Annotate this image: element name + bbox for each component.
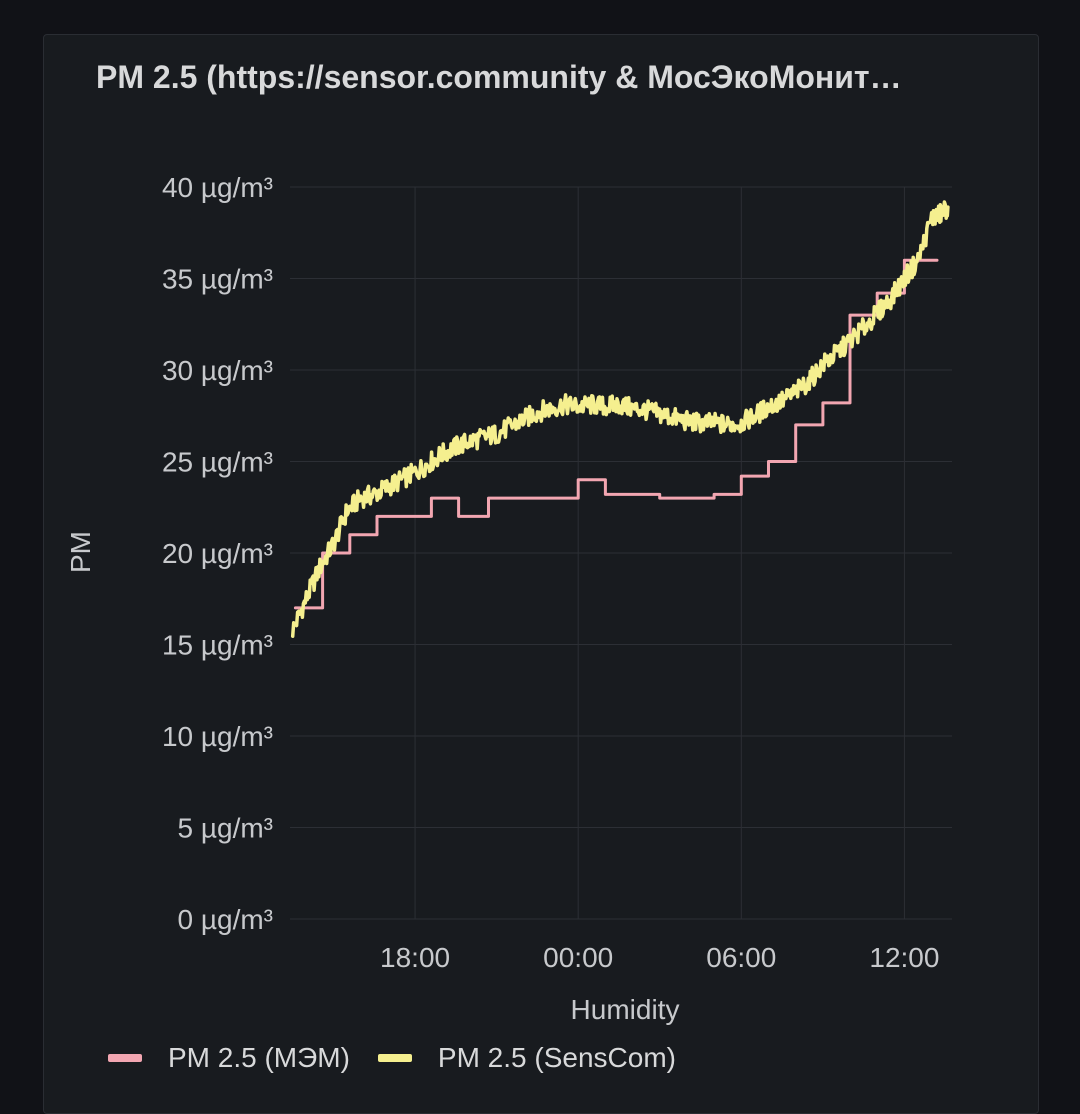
series-group [290, 200, 950, 638]
series-line-mem[interactable] [293, 258, 939, 610]
x-tick-label: 06:00 [706, 942, 776, 973]
grid [290, 186, 952, 920]
y-tick-label: 10 µg/m³ [162, 721, 273, 752]
series-line-senscom[interactable] [290, 200, 950, 638]
y-tick-label: 20 µg/m³ [162, 538, 273, 569]
y-axis-title: PM [65, 531, 96, 573]
x-tick-label: 12:00 [869, 942, 939, 973]
legend-label-mem: PM 2.5 (МЭМ) [168, 1042, 350, 1073]
y-tick-label: 35 µg/m³ [162, 264, 273, 295]
legend-label-senscom: PM 2.5 (SensCom) [437, 1042, 676, 1073]
y-axis: 0 µg/m³ 5 µg/m³ 10 µg/m³ 15 µg/m³ 20 µg/m³ 25… [162, 172, 273, 935]
x-tick-label: 00:00 [543, 942, 613, 973]
legend: PM 2.5 (МЭМ) PM 2.5 (SensCom) [108, 1042, 676, 1074]
y-tick-label: 5 µg/m³ [178, 813, 273, 844]
legend-item-mem[interactable]: PM 2.5 (МЭМ) [108, 1042, 350, 1074]
y-tick-label: 25 µg/m³ [162, 447, 273, 478]
legend-swatch-senscom [377, 1054, 412, 1062]
y-tick-label: 15 µg/m³ [162, 630, 273, 661]
chart-panel: PM 2.5 (https://sensor.community & МосЭк… [43, 34, 1039, 1114]
legend-swatch-mem [108, 1054, 142, 1062]
legend-item-senscom[interactable]: PM 2.5 (SensCom) [377, 1042, 676, 1074]
y-tick-label: 30 µg/m³ [162, 355, 273, 386]
y-tick-label: 40 µg/m³ [162, 172, 273, 203]
x-tick-label: 18:00 [380, 942, 450, 973]
y-tick-label: 0 µg/m³ [178, 904, 273, 935]
chart-svg: 0 µg/m³ 5 µg/m³ 10 µg/m³ 15 µg/m³ 20 µg/m³ 25… [65, 172, 952, 1025]
x-axis: 18:00 00:00 06:00 12:00 [380, 942, 939, 973]
panel-title[interactable]: PM 2.5 (https://sensor.community & МосЭк… [96, 59, 902, 95]
x-axis-title: Humidity [571, 994, 680, 1025]
